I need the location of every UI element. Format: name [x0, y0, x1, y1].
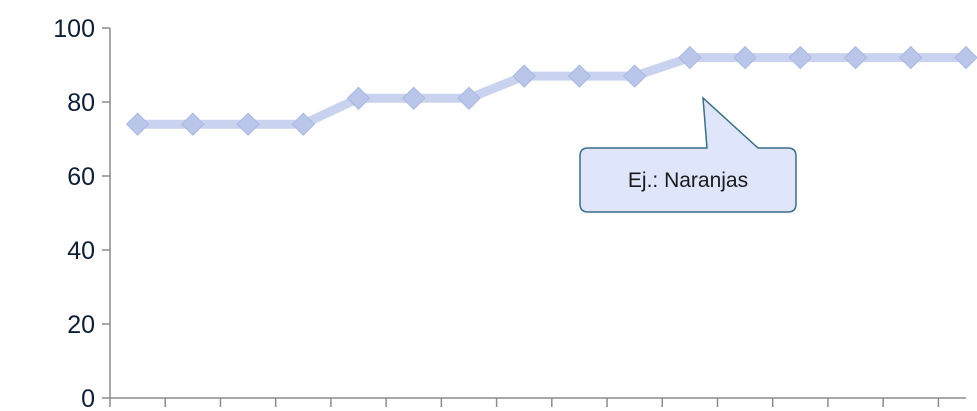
data-point	[899, 45, 923, 70]
data-point	[733, 45, 757, 70]
callout-bubble	[579, 96, 797, 213]
y-tick-label: 100	[53, 15, 95, 43]
data-point	[954, 45, 977, 70]
data-point	[567, 64, 592, 88]
x-axis	[109, 397, 966, 407]
data-point	[125, 112, 150, 136]
data-point	[181, 112, 205, 136]
y-tick-label: 80	[67, 89, 95, 117]
data-point	[843, 45, 868, 70]
data-point	[622, 64, 647, 88]
data-point	[236, 112, 260, 136]
y-tick-label: 60	[67, 163, 95, 191]
data-point	[457, 86, 481, 111]
series-line	[133, 53, 971, 129]
y-tick-label: 20	[67, 311, 95, 339]
data-point	[346, 86, 371, 111]
data-point	[678, 45, 702, 70]
data-point	[402, 86, 426, 111]
series-layer	[125, 45, 977, 136]
y-tick-label: 0	[81, 385, 95, 411]
data-point	[512, 64, 536, 88]
annotation-callout: Ej.: Naranjas	[579, 96, 797, 213]
y-tick-label: 40	[67, 237, 95, 265]
callout-label: Ej.: Naranjas	[628, 169, 748, 192]
y-axis: 0 20 40 60 80 100	[53, 15, 111, 411]
data-point	[788, 45, 813, 70]
data-point	[291, 112, 315, 136]
